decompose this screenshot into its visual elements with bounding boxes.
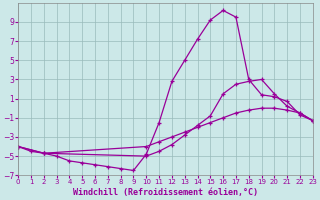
X-axis label: Windchill (Refroidissement éolien,°C): Windchill (Refroidissement éolien,°C) — [73, 188, 258, 197]
